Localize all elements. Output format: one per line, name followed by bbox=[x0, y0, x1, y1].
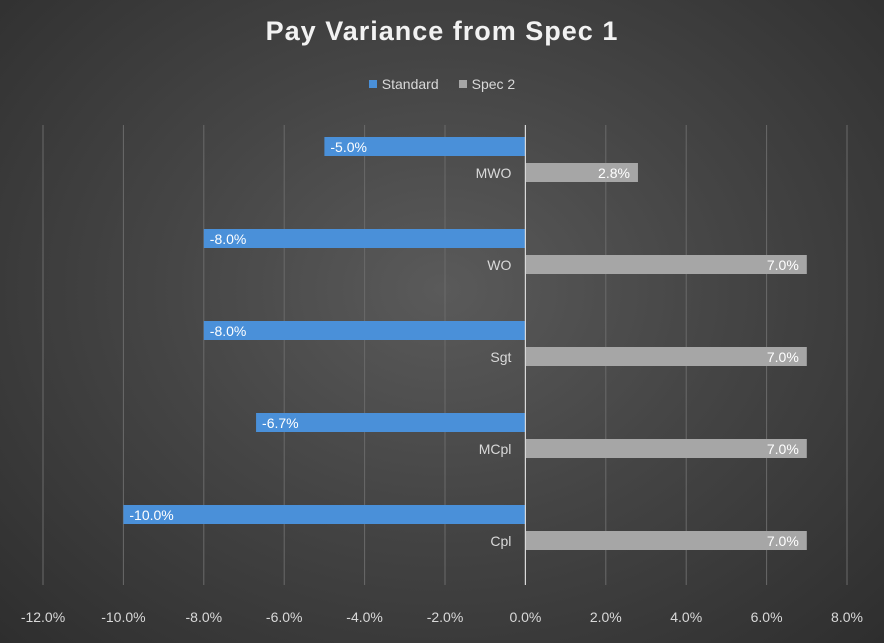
x-tick-label: 2.0% bbox=[590, 609, 622, 625]
category-label: Cpl bbox=[490, 533, 511, 549]
legend: Standard Spec 2 bbox=[0, 76, 884, 92]
category-label: MWO bbox=[476, 165, 512, 181]
data-label-standard: -6.7% bbox=[262, 415, 299, 431]
data-label-standard: -5.0% bbox=[330, 139, 367, 155]
x-tick-label: 4.0% bbox=[670, 609, 702, 625]
x-tick-label: -2.0% bbox=[427, 609, 464, 625]
x-tick-label: -4.0% bbox=[346, 609, 383, 625]
bar-spec2 bbox=[525, 347, 807, 366]
data-label-standard: -10.0% bbox=[129, 507, 173, 523]
bar-standard bbox=[203, 321, 526, 340]
x-tick-label: -8.0% bbox=[186, 609, 223, 625]
category-label: Sgt bbox=[490, 349, 511, 365]
data-label-spec2: 7.0% bbox=[767, 441, 799, 457]
bar-spec2 bbox=[525, 531, 807, 550]
legend-item-spec2: Spec 2 bbox=[458, 76, 516, 92]
x-tick-label: -6.0% bbox=[266, 609, 303, 625]
data-label-spec2: 7.0% bbox=[767, 257, 799, 273]
data-label-spec2: 7.0% bbox=[767, 533, 799, 549]
x-tick-label: 6.0% bbox=[751, 609, 783, 625]
bar-standard bbox=[203, 229, 526, 248]
legend-label-standard: Standard bbox=[381, 76, 439, 92]
x-tick-label: 0.0% bbox=[509, 609, 541, 625]
x-tick-label: -12.0% bbox=[21, 609, 65, 625]
category-label: MCpl bbox=[479, 441, 512, 457]
bar-spec2 bbox=[525, 163, 638, 182]
data-label-spec2: 7.0% bbox=[767, 349, 799, 365]
bar-standard bbox=[256, 413, 526, 432]
category-label: WO bbox=[487, 257, 511, 273]
data-label-standard: -8.0% bbox=[210, 323, 247, 339]
bar-standard bbox=[324, 137, 526, 156]
legend-swatch-standard bbox=[368, 80, 377, 88]
legend-item-standard: Standard bbox=[368, 76, 439, 92]
bar-spec2 bbox=[525, 255, 807, 274]
x-tick-label: 8.0% bbox=[831, 609, 863, 625]
x-tick-label: -10.0% bbox=[101, 609, 145, 625]
bar-spec2 bbox=[525, 439, 807, 458]
data-label-standard: -8.0% bbox=[210, 231, 247, 247]
chart-title: Pay Variance from Spec 1 bbox=[265, 16, 619, 46]
legend-label-spec2: Spec 2 bbox=[471, 76, 516, 92]
bar-standard bbox=[123, 505, 526, 524]
data-label-spec2: 2.8% bbox=[598, 165, 630, 181]
legend-swatch-spec2 bbox=[458, 80, 467, 88]
